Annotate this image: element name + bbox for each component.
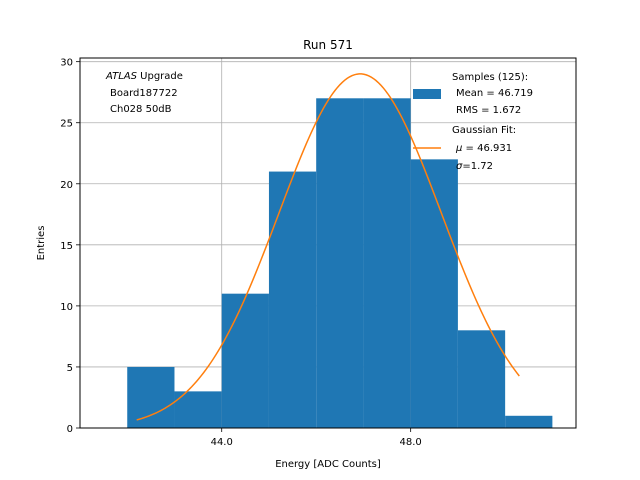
y-axis-ticks: 0 5 10 15 20 25 30 xyxy=(60,58,80,435)
histogram-bars xyxy=(127,98,553,428)
x-axis-label: Energy [ADC Counts] xyxy=(275,459,381,470)
annotation-upgrade: Upgrade xyxy=(137,71,183,82)
plot-frame xyxy=(79,57,577,429)
y-axis-label: Entries xyxy=(36,226,47,261)
annotation-board: Board187722 xyxy=(110,88,178,99)
legend-fit-mu: μ = 46.931 xyxy=(455,143,512,154)
histogram-bar-3 xyxy=(268,171,317,428)
legend-rms: RMS = 1.672 xyxy=(456,105,521,116)
legend-samples-title: Samples (125): xyxy=(452,72,528,83)
legend-mu-value: = 46.931 xyxy=(462,143,512,154)
histogram-bar-5 xyxy=(363,98,411,428)
y-tick-label-3: 15 xyxy=(60,241,73,252)
legend-fit-sigma: σ=1.72 xyxy=(456,161,493,172)
annotation-atlas-italic: ATLAS xyxy=(105,71,138,82)
gaussian-fit xyxy=(136,73,520,421)
legend: Samples (125): Mean = 46.719 RMS = 1.672… xyxy=(413,72,533,172)
y-tick-label-2: 10 xyxy=(60,302,73,313)
histogram-bar-0 xyxy=(127,366,175,428)
legend-mean: Mean = 46.719 xyxy=(456,88,533,99)
y-tick-label-4: 20 xyxy=(60,180,73,191)
atlas-annotation: ATLAS Upgrade Board187722 Ch028 50dB xyxy=(105,71,183,115)
histogram-bar-7 xyxy=(457,330,506,428)
histogram-bar-6 xyxy=(410,159,458,428)
x-axis-ticks: 44.0 48.0 xyxy=(211,428,422,448)
histogram-bar-8 xyxy=(505,415,553,428)
legend-mu-symbol: μ xyxy=(455,143,462,154)
legend-histogram-swatch xyxy=(413,89,441,99)
legend-fit-title: Gaussian Fit: xyxy=(452,125,516,136)
y-tick-label-1: 5 xyxy=(67,363,73,374)
histogram-bar-1 xyxy=(174,391,222,428)
x-tick-label-1: 48.0 xyxy=(400,437,422,448)
annotation-line-1: ATLAS Upgrade xyxy=(105,71,183,82)
legend-sigma-symbol: σ xyxy=(456,161,463,172)
chart-title: Run 571 xyxy=(303,38,353,52)
x-tick-label-0: 44.0 xyxy=(211,437,233,448)
histogram-bar-4 xyxy=(316,98,364,428)
gaussian-fit-curve xyxy=(136,73,520,421)
y-tick-label-6: 30 xyxy=(60,58,73,69)
legend-sigma-value: =1.72 xyxy=(462,161,493,172)
y-tick-label-0: 0 xyxy=(67,424,73,435)
annotation-channel: Ch028 50dB xyxy=(110,104,172,115)
y-tick-label-5: 25 xyxy=(60,119,73,130)
histogram-bar-2 xyxy=(221,293,269,428)
